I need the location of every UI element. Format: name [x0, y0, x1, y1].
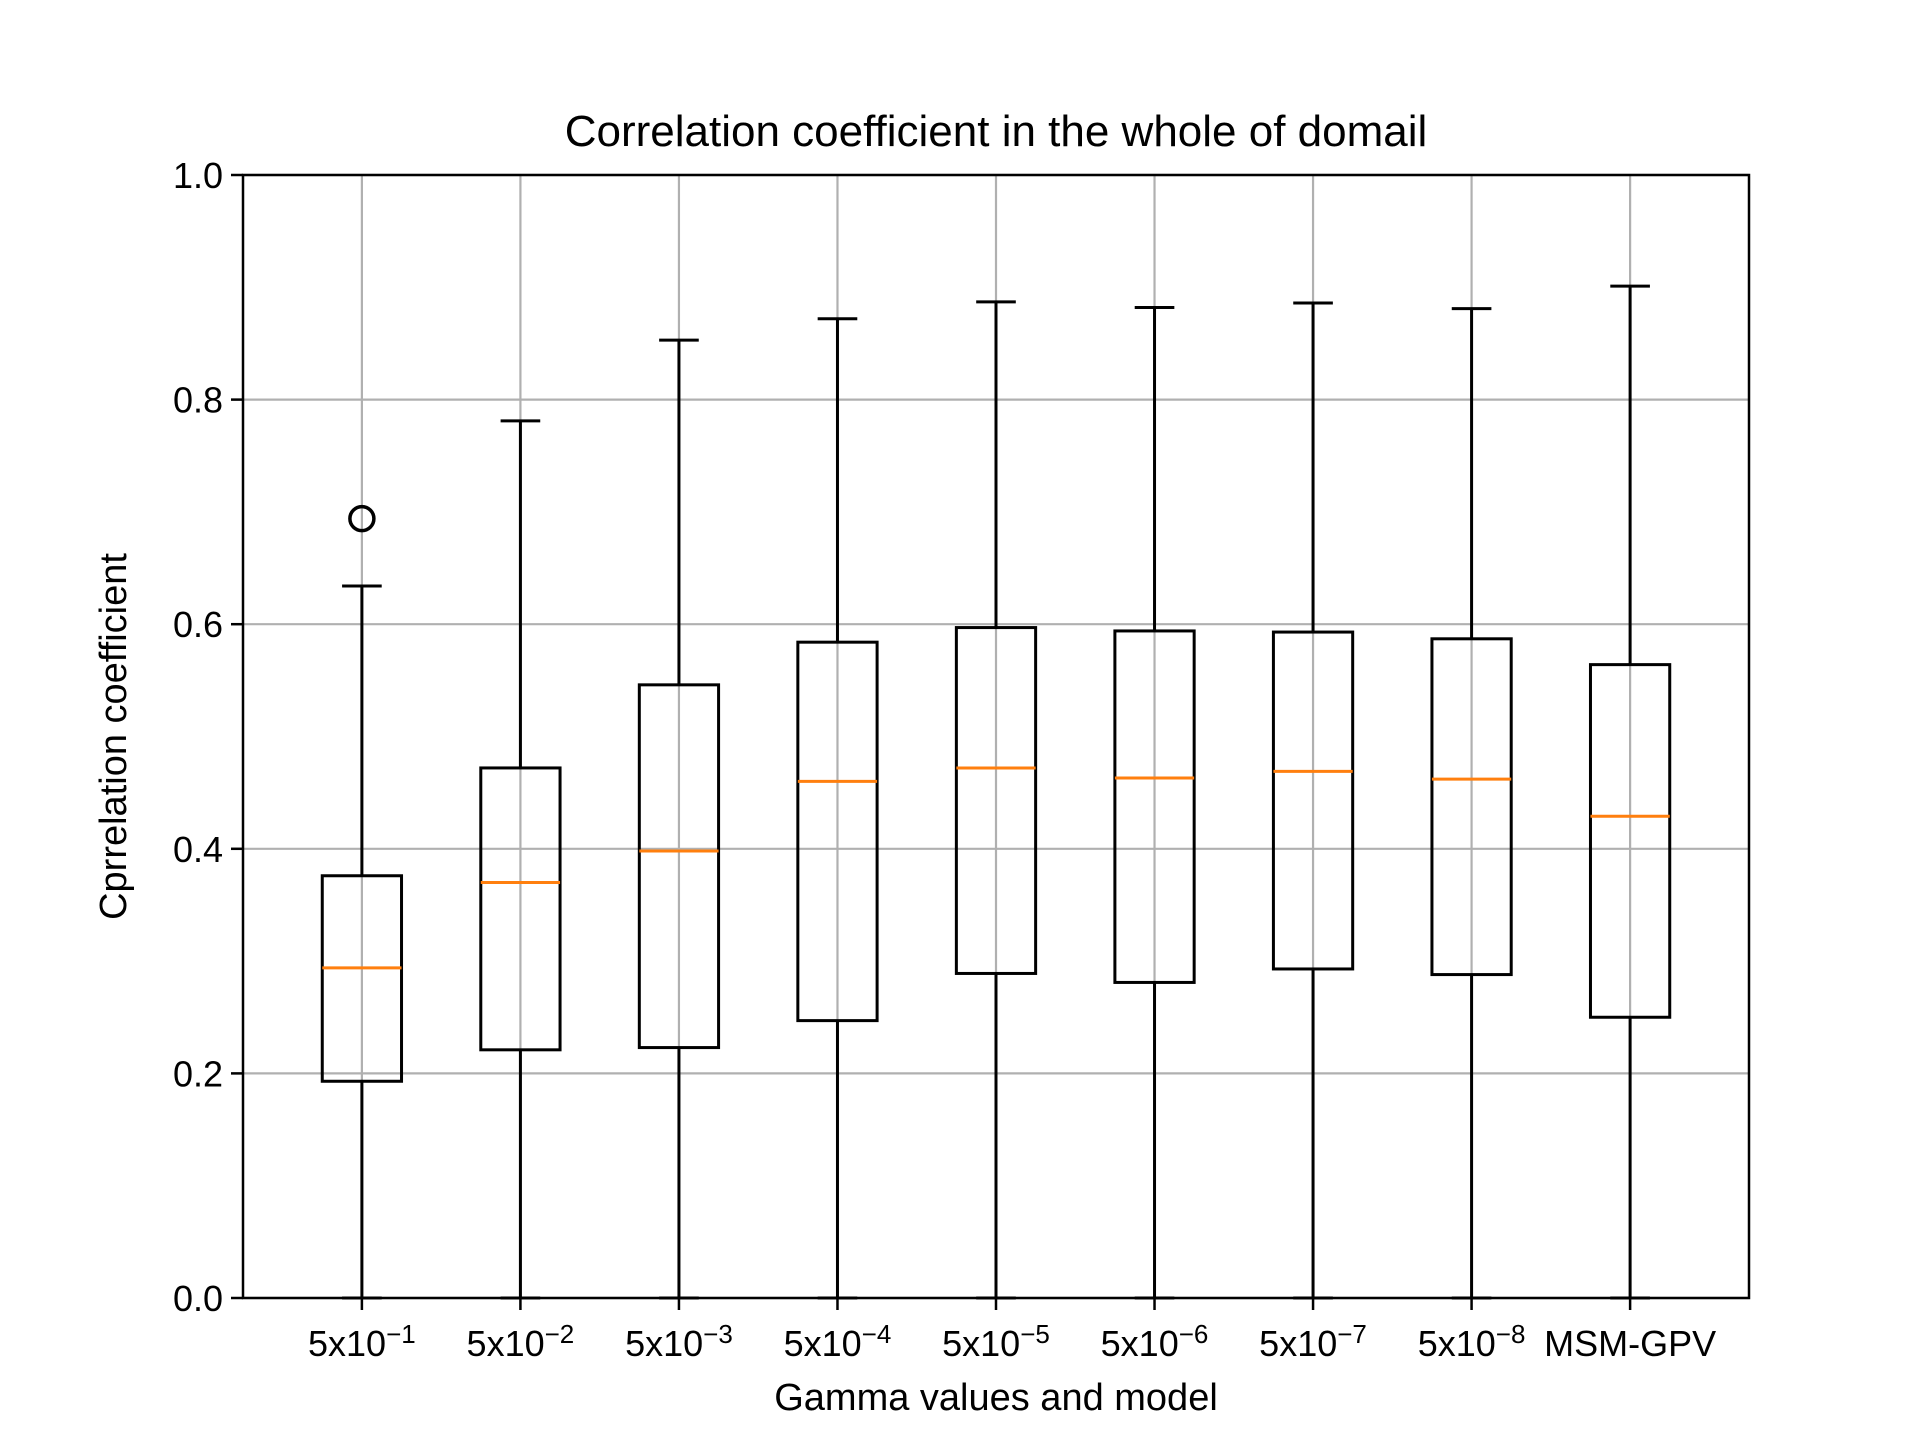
- x-tick-label: 5x10−4: [784, 1319, 892, 1364]
- x-tick-label: 5x10−1: [308, 1319, 416, 1364]
- iqr-box: [320, 874, 404, 1083]
- x-axis-label: Gamma values and model: [774, 1377, 1218, 1419]
- x-tick-label: MSM-GPV: [1544, 1323, 1716, 1364]
- x-tick-label: 5x10−7: [1259, 1319, 1367, 1364]
- x-tick-label: 5x10−8: [1418, 1319, 1526, 1364]
- y-tick-label: 1.0: [173, 155, 223, 196]
- x-tick-label: 5x10−5: [942, 1319, 1050, 1364]
- iqr-box: [1430, 637, 1513, 977]
- chart-title: Correlation coefficient in the whole of …: [565, 107, 1428, 156]
- y-tick-label: 0.4: [173, 829, 223, 870]
- iqr-box: [1113, 629, 1196, 984]
- box-item: [1113, 306, 1196, 1300]
- y-tick-label: 0.6: [173, 604, 223, 645]
- iqr-box: [796, 640, 879, 1023]
- x-tick-label: 5x10−2: [467, 1319, 575, 1364]
- y-tick-label: 0.0: [173, 1278, 223, 1319]
- y-axis-label: Cprrelation coefficient: [93, 553, 135, 920]
- iqr-box: [637, 683, 721, 1050]
- iqr-box: [1271, 630, 1355, 971]
- x-tick-label: 5x10−3: [625, 1319, 733, 1364]
- box-item: [637, 338, 721, 1300]
- iqr-box: [1588, 663, 1672, 1019]
- iqr-box: [954, 626, 1038, 975]
- box-item: [1271, 301, 1355, 1300]
- tick-layer: 0.0 0.2 0.4 0.6 0.8 1.0 5x10−1 5x10−2 5x10−3 5x10…: [173, 155, 1716, 1364]
- x-tick-label: 5x10−6: [1101, 1319, 1209, 1364]
- y-tick-label: 0.8: [173, 380, 223, 421]
- y-tick-label: 0.2: [173, 1053, 223, 1094]
- outlier-point: [348, 504, 376, 533]
- iqr-box: [479, 766, 562, 1052]
